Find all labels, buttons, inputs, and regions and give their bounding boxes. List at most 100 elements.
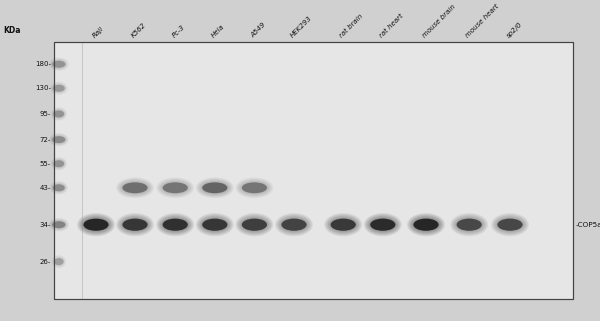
Ellipse shape — [411, 216, 441, 233]
Ellipse shape — [453, 215, 485, 234]
Ellipse shape — [413, 219, 439, 231]
Text: 26-: 26- — [40, 259, 51, 265]
Ellipse shape — [412, 218, 440, 232]
Ellipse shape — [329, 218, 357, 232]
Ellipse shape — [496, 218, 524, 232]
Ellipse shape — [237, 214, 272, 235]
Text: A549: A549 — [250, 22, 268, 39]
Text: KDa: KDa — [3, 26, 20, 35]
Text: HEK293: HEK293 — [290, 15, 314, 39]
Ellipse shape — [452, 214, 487, 235]
Ellipse shape — [497, 219, 523, 231]
Ellipse shape — [53, 85, 65, 92]
Ellipse shape — [238, 215, 271, 234]
Ellipse shape — [455, 218, 483, 232]
Ellipse shape — [52, 184, 65, 192]
Ellipse shape — [410, 215, 442, 234]
Ellipse shape — [279, 216, 309, 233]
Ellipse shape — [51, 182, 67, 193]
Ellipse shape — [51, 220, 67, 230]
Ellipse shape — [50, 219, 67, 230]
Ellipse shape — [163, 182, 188, 193]
Ellipse shape — [156, 213, 194, 236]
Text: K562: K562 — [131, 22, 148, 39]
Ellipse shape — [50, 134, 68, 146]
Text: 72-: 72- — [40, 137, 51, 143]
Ellipse shape — [197, 178, 232, 197]
Ellipse shape — [365, 214, 400, 235]
Text: 34-: 34- — [40, 222, 51, 228]
Text: sp2/0: sp2/0 — [506, 21, 524, 39]
Ellipse shape — [121, 218, 149, 232]
Ellipse shape — [454, 216, 484, 233]
Ellipse shape — [370, 219, 395, 231]
Ellipse shape — [52, 221, 65, 228]
Ellipse shape — [201, 181, 229, 194]
Text: 43-: 43- — [40, 185, 51, 191]
Ellipse shape — [52, 221, 66, 229]
Ellipse shape — [451, 213, 488, 236]
Ellipse shape — [327, 215, 359, 234]
Text: -COP5a: -COP5a — [576, 222, 600, 228]
Ellipse shape — [493, 214, 527, 235]
Ellipse shape — [49, 133, 69, 146]
Ellipse shape — [159, 215, 191, 234]
Ellipse shape — [118, 214, 152, 235]
Ellipse shape — [457, 219, 482, 231]
Ellipse shape — [82, 218, 110, 232]
Text: 130-: 130- — [35, 85, 51, 91]
Ellipse shape — [199, 179, 231, 196]
Ellipse shape — [50, 182, 67, 194]
Ellipse shape — [491, 213, 529, 236]
Ellipse shape — [122, 219, 148, 231]
Ellipse shape — [275, 213, 313, 236]
Ellipse shape — [368, 216, 398, 233]
Ellipse shape — [235, 213, 274, 236]
Text: 55-: 55- — [40, 161, 51, 167]
Ellipse shape — [201, 218, 229, 232]
Ellipse shape — [364, 213, 402, 236]
Ellipse shape — [52, 183, 66, 193]
Ellipse shape — [53, 160, 64, 167]
Ellipse shape — [239, 216, 269, 233]
Ellipse shape — [328, 216, 358, 233]
Ellipse shape — [331, 219, 356, 231]
Text: Hela: Hela — [211, 23, 226, 39]
Ellipse shape — [367, 215, 399, 234]
Ellipse shape — [51, 135, 67, 144]
Text: 95-: 95- — [40, 111, 51, 117]
Ellipse shape — [200, 216, 230, 233]
Ellipse shape — [202, 219, 227, 231]
Ellipse shape — [163, 219, 188, 231]
Ellipse shape — [324, 213, 362, 236]
Ellipse shape — [77, 213, 115, 236]
Ellipse shape — [241, 218, 268, 232]
Ellipse shape — [122, 182, 148, 193]
Ellipse shape — [494, 215, 526, 234]
Ellipse shape — [277, 214, 311, 235]
Ellipse shape — [50, 134, 67, 145]
Ellipse shape — [326, 214, 361, 235]
Ellipse shape — [83, 219, 109, 231]
Ellipse shape — [278, 215, 310, 234]
Ellipse shape — [50, 181, 68, 195]
Ellipse shape — [407, 213, 445, 236]
Ellipse shape — [409, 214, 443, 235]
Ellipse shape — [158, 214, 193, 235]
Text: Pc-3: Pc-3 — [171, 23, 186, 39]
Ellipse shape — [50, 219, 68, 231]
Ellipse shape — [160, 216, 190, 233]
Ellipse shape — [196, 213, 234, 236]
Ellipse shape — [52, 136, 65, 143]
Bar — [54, 42, 573, 299]
Ellipse shape — [281, 219, 307, 231]
Ellipse shape — [200, 180, 230, 195]
Text: 180-: 180- — [35, 61, 51, 67]
Text: rat brain: rat brain — [339, 13, 365, 39]
Ellipse shape — [202, 182, 227, 193]
Ellipse shape — [196, 178, 234, 198]
Ellipse shape — [495, 216, 525, 233]
Bar — [54, 42, 573, 299]
Ellipse shape — [53, 184, 65, 191]
Text: Raji: Raji — [92, 25, 105, 39]
